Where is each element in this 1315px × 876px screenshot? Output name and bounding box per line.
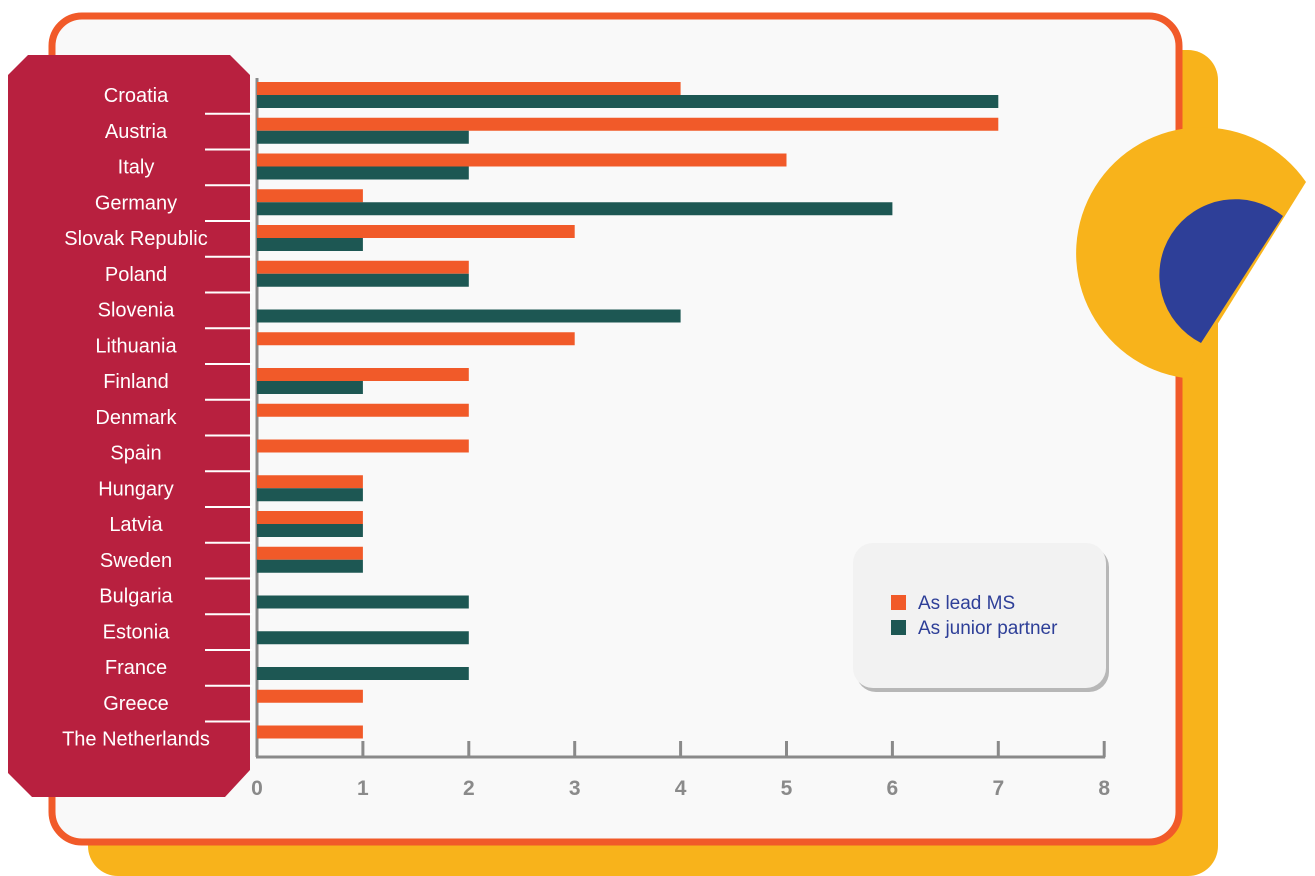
category-label-spain: Spain [110,443,161,465]
legend-box [853,543,1106,688]
bar-as-lead-ms-greece [257,689,363,703]
x-tick-label: 0 [251,777,263,800]
legend-swatch-junior [891,620,906,635]
bar-as-lead-ms-hungary [257,475,363,489]
category-label-finland: Finland [103,371,169,393]
legend-swatch-lead [891,595,906,610]
x-tick-label: 4 [675,777,687,800]
bar-as-junior-partner-germany [257,202,893,216]
bar-series [257,82,999,739]
bar-as-junior-partner-finland [257,381,363,394]
bar-as-lead-ms-spain [257,439,469,453]
bar-as-junior-partner-italy [257,166,469,180]
legend-label-lead: As lead MS [918,593,1015,614]
bar-as-lead-ms-finland [257,368,469,381]
category-label-panel [8,55,250,797]
category-label-slovak-republic: Slovak Republic [64,228,207,250]
x-tick-label: 1 [357,777,369,800]
bar-as-junior-partner-hungary [257,488,363,502]
x-tick-label: 3 [569,777,581,800]
bar-as-lead-ms-italy [257,153,787,167]
x-tick-label: 8 [1098,777,1110,800]
semicircle-ornament [1076,127,1306,378]
category-label-croatia: Croatia [104,85,169,107]
x-tick-label: 5 [781,777,793,800]
bar-as-lead-ms-germany [257,189,363,203]
bar-as-lead-ms-croatia [257,82,681,95]
bar-as-lead-ms-lithuania [257,332,575,346]
category-label-italy: Italy [118,157,155,179]
legend: As lead MS As junior partner [853,543,1109,692]
category-label-the-netherlands: The Netherlands [62,729,210,751]
category-label-latvia: Latvia [109,514,163,536]
category-label-slovenia: Slovenia [98,300,176,322]
bar-as-lead-ms-austria [257,117,999,131]
x-tick-label: 7 [992,777,1004,800]
bar-as-lead-ms-denmark [257,403,469,417]
category-label-hungary: Hungary [98,478,174,500]
category-label-poland: Poland [105,264,167,286]
bar-as-junior-partner-latvia [257,524,363,537]
bar-as-junior-partner-croatia [257,95,999,108]
bar-as-junior-partner-slovenia [257,309,681,323]
x-tick-label: 2 [463,777,475,800]
bar-as-lead-ms-slovak-republic [257,225,575,238]
bar-as-junior-partner-austria [257,130,469,144]
x-tick-label: 6 [887,777,899,800]
category-label-germany: Germany [95,192,177,214]
bar-as-junior-partner-bulgaria [257,595,469,609]
bar-as-lead-ms-latvia [257,511,363,524]
bar-as-junior-partner-sweden [257,559,363,573]
category-label-estonia: Estonia [103,621,171,643]
category-label-france: France [105,657,167,679]
bar-as-junior-partner-slovak-republic [257,238,363,251]
category-labels: Croatia Austria Italy Germany Slovak Republi… [62,85,252,751]
bar-as-junior-partner-poland [257,273,469,287]
bar-as-lead-ms-the-netherlands [257,725,363,739]
category-label-bulgaria: Bulgaria [99,586,173,608]
legend-label-junior: As junior partner [918,618,1058,639]
navy-arc-shape [1159,199,1283,343]
bar-as-junior-partner-france [257,667,469,680]
bar-as-lead-ms-poland [257,260,469,274]
bar-as-lead-ms-sweden [257,546,363,560]
category-label-austria: Austria [105,121,168,143]
category-label-denmark: Denmark [95,407,177,429]
category-label-greece: Greece [103,693,169,715]
bar-as-junior-partner-estonia [257,631,469,645]
category-label-lithuania: Lithuania [95,335,177,357]
category-label-sweden: Sweden [100,550,172,572]
